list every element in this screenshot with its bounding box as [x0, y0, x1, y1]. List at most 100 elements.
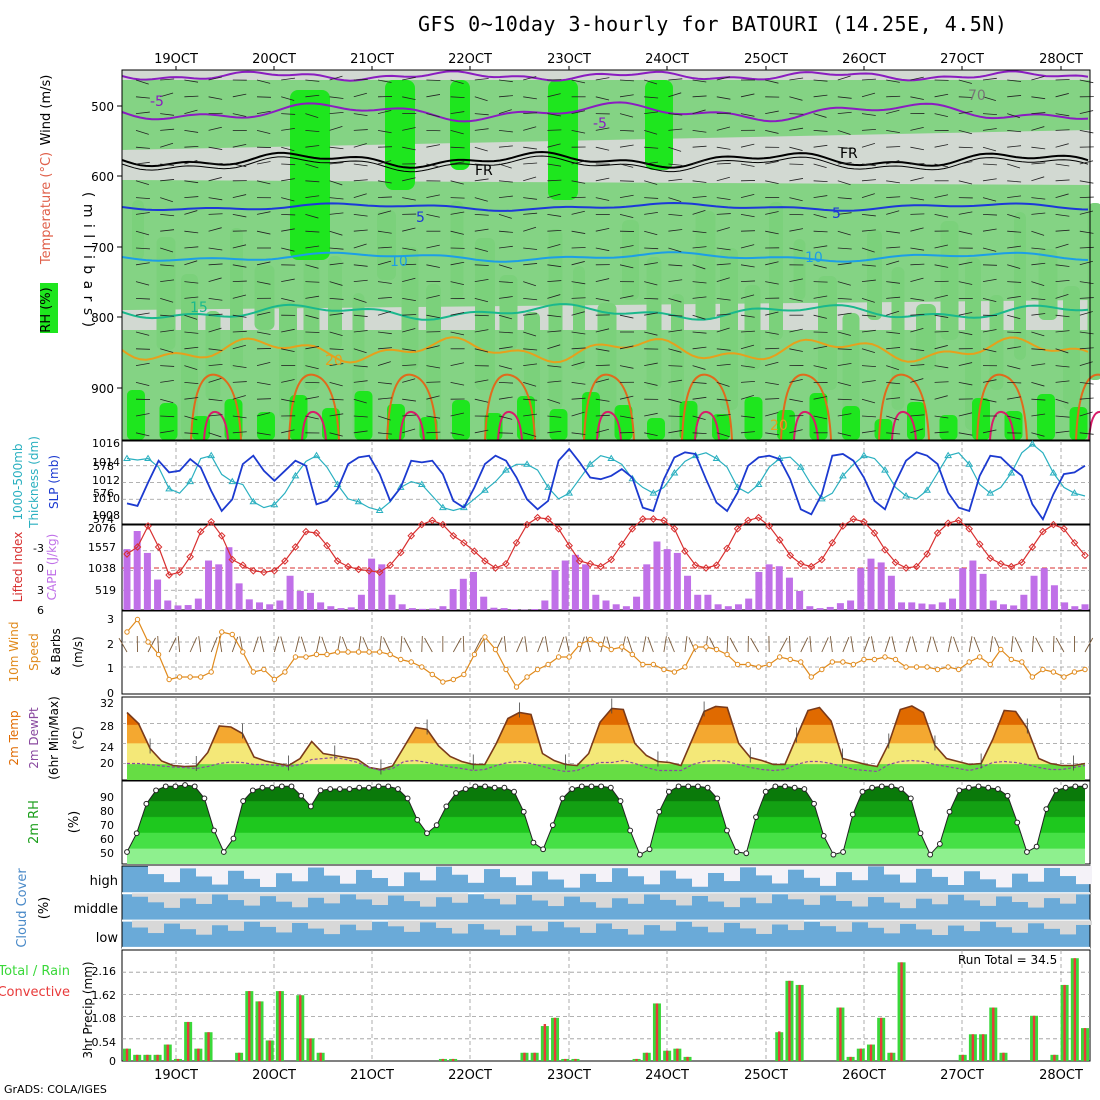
wind-barb: [886, 109, 900, 114]
temp-contour-30: [399, 410, 425, 441]
wind-barb: [1031, 212, 1046, 215]
rh-mid-column: [548, 229, 563, 410]
wind-barb: [1031, 162, 1046, 165]
wind-barb: [402, 247, 416, 251]
wind-barb-10m: [788, 635, 791, 653]
wind-barb: [184, 130, 199, 133]
wind-barb: [232, 431, 247, 434]
thickness-marker: [1028, 440, 1037, 447]
wind-barb: [305, 145, 320, 148]
wind-barb: [958, 180, 973, 185]
lifted-index-marker: [1007, 562, 1016, 571]
wind-speed-marker: [429, 671, 435, 678]
cloud-cover-block: [580, 866, 596, 874]
wind-barb: [353, 314, 368, 317]
cloud-cover-block: [772, 866, 788, 884]
lifted-index-marker: [281, 557, 289, 565]
wind-barb: [740, 163, 755, 167]
wind-barb: [813, 79, 828, 82]
wind-barb: [1055, 243, 1069, 249]
wind-barb: [595, 364, 610, 366]
cloud-cover-block: [740, 893, 756, 898]
wind-barb: [474, 178, 489, 182]
wind-barb: [571, 110, 586, 114]
wind-barb: [813, 113, 827, 118]
cape-bar: [867, 558, 875, 610]
lifted-index-marker: [702, 564, 710, 572]
wind-barb: [1055, 193, 1069, 198]
wind-barb: [208, 432, 222, 438]
wind-barb: [305, 214, 319, 219]
wind-barb: [353, 129, 368, 131]
wind-barb: [135, 79, 149, 85]
contour-label: -5: [150, 94, 164, 110]
wind-barb: [813, 230, 828, 233]
precip-convective-bar: [839, 1007, 842, 1061]
wind-barb: [329, 197, 344, 200]
wind-barb: [837, 162, 852, 165]
wind-barb: [329, 212, 344, 215]
thickness-marker: [502, 466, 510, 473]
cloud-cover-block: [388, 920, 404, 927]
wind-barb: [353, 380, 368, 383]
thickness-marker: [396, 483, 405, 490]
rh2m-marker: [433, 822, 440, 829]
rh2m-marker: [462, 786, 469, 792]
lifted-index-marker: [260, 568, 268, 577]
wind-barb: [232, 344, 246, 350]
cloud-cover-block: [948, 920, 964, 926]
wind-barb: [329, 312, 344, 316]
precip-convective-bar: [309, 1038, 312, 1061]
cloud-cover-block: [500, 920, 516, 936]
lifted-index-marker: [554, 524, 563, 533]
precip-tick: 1.08: [92, 1012, 117, 1025]
wind-barb: [450, 197, 465, 199]
wind-speed-marker: [387, 651, 393, 658]
wind-barb: [571, 397, 586, 400]
wind-barb: [305, 180, 320, 183]
wind-barb: [595, 96, 610, 101]
wind-barb: [813, 144, 828, 148]
wind-barb: [692, 346, 707, 350]
wind-barb: [910, 428, 924, 434]
wind-barb: [595, 428, 609, 434]
wind-barb: [208, 378, 222, 383]
wind-barb: [595, 77, 610, 81]
wind-barb: [982, 77, 997, 81]
wind-speed-marker: [692, 644, 699, 650]
cloud-cover-block: [212, 920, 228, 926]
precip-convective-bar: [156, 1054, 159, 1061]
cloud-cover-block: [276, 866, 292, 874]
wind-barb-10m: [259, 636, 265, 653]
wind-barb: [837, 298, 852, 300]
wind-barb: [644, 262, 658, 266]
rh-high-blob: [582, 392, 600, 440]
wind-barb: [353, 113, 368, 117]
pressure-axis-label: ( m i l l i b a r s ): [80, 192, 96, 328]
rh-mid-column: [695, 211, 716, 320]
wind-barb: [958, 111, 973, 114]
wind-speed-marker: [798, 659, 804, 665]
wind-barb: [716, 398, 731, 401]
lifted-index-marker: [270, 566, 279, 575]
wind-barb-10m: [295, 636, 300, 653]
wind-barb: [523, 176, 537, 182]
wind-barb: [377, 210, 392, 215]
wind-barb: [329, 348, 344, 351]
wind-barb-10m: [829, 636, 833, 653]
wind-barb: [402, 314, 417, 316]
cloud-cover-block: [884, 920, 900, 934]
lifted-index-marker: [681, 547, 689, 556]
wind-barb: [813, 281, 828, 283]
wind-barb: [934, 214, 949, 218]
wind-barb: [184, 365, 198, 370]
wind-barb: [1055, 113, 1070, 117]
wind-barb: [1031, 146, 1046, 150]
temp-contour-neg5-upper: [121, 70, 1089, 82]
wind-barb: [910, 126, 924, 131]
wind-barb: [329, 230, 343, 236]
wind-barb: [402, 398, 416, 402]
wind-barb: [716, 76, 731, 81]
wind-barb: [837, 312, 852, 316]
wind-barb: [426, 79, 441, 81]
